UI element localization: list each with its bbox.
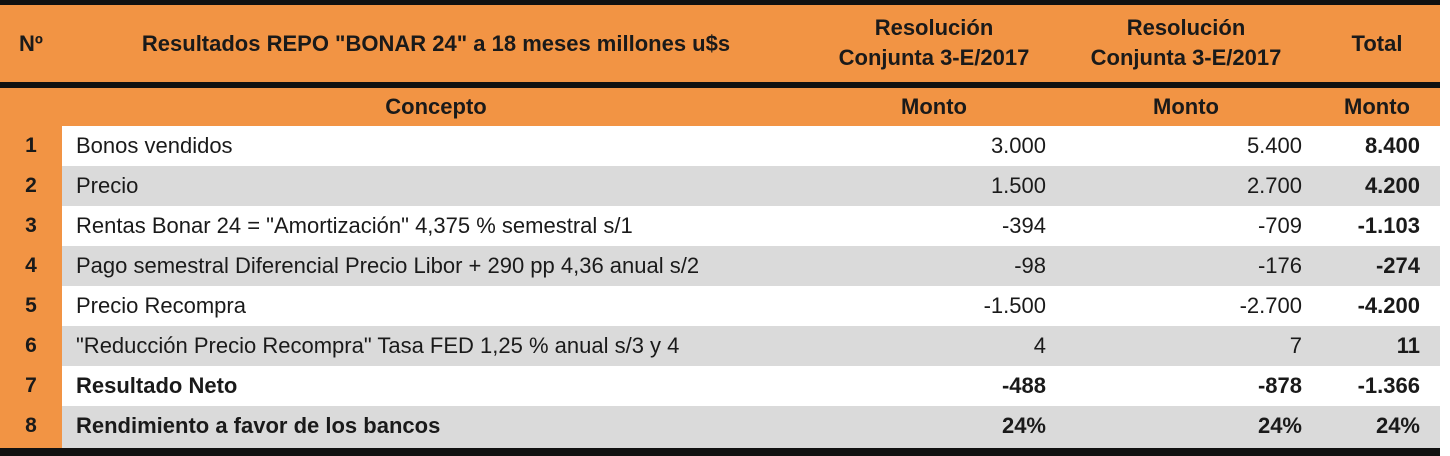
- row-monto-1: -488: [1001, 373, 1046, 398]
- row-monto-2: -176: [1257, 253, 1302, 278]
- header-num: Nº: [19, 31, 43, 56]
- table-row: Precio 1.500 2.700 4.200: [62, 166, 1440, 206]
- row-total: 4.200: [1364, 173, 1420, 198]
- subheader-monto-1: Monto: [901, 94, 967, 119]
- subheader-concepto: Concepto: [385, 94, 487, 119]
- row-number: 7: [25, 374, 37, 397]
- row-concepto: Pago semestral Diferencial Precio Libor …: [76, 253, 700, 278]
- row-number: 6: [25, 334, 37, 357]
- row-total: -4.200: [1357, 293, 1420, 318]
- row-monto-1: 3.000: [990, 133, 1046, 158]
- row-number: 3: [25, 214, 37, 237]
- row-concepto: Rendimiento a favor de los bancos: [76, 413, 441, 438]
- row-monto-1: 4: [1033, 333, 1046, 358]
- row-concepto: "Reducción Precio Recompra" Tasa FED 1,2…: [76, 333, 680, 358]
- header-title: Resultados REPO "BONAR 24" a 18 meses mi…: [141, 31, 731, 56]
- table-row: Precio Recompra -1.500 -2.700 -4.200: [62, 286, 1440, 326]
- row-monto-1: -98: [1014, 253, 1046, 278]
- row-concepto: Bonos vendidos: [76, 133, 233, 158]
- header-resolution-2-line1: Resolución: [1126, 15, 1246, 40]
- row-concepto: Resultado Neto: [76, 373, 238, 398]
- table-row: Rendimiento a favor de los bancos 24% 24…: [62, 406, 1440, 448]
- subheader-monto-2: Monto: [1153, 94, 1219, 119]
- row-monto-2: 2.700: [1246, 173, 1302, 198]
- row-concepto: Precio: [76, 173, 139, 198]
- table-row: Pago semestral Diferencial Precio Libor …: [62, 246, 1440, 286]
- row-total: 11: [1396, 333, 1420, 358]
- row-total: -274: [1375, 253, 1420, 278]
- subheader-monto-total: Monto: [1344, 94, 1410, 119]
- row-monto-2: -878: [1257, 373, 1302, 398]
- bottom-border: [0, 448, 1440, 456]
- header-resolution-2-line2: Conjunta 3-E/2017: [1090, 45, 1282, 70]
- subheader-row: Concepto Monto Monto Monto: [62, 88, 1440, 126]
- row-concepto: Precio Recompra: [76, 293, 246, 318]
- row-total: 24%: [1375, 413, 1420, 438]
- row-number: 5: [25, 294, 37, 317]
- table-header: Nº Resultados REPO "BONAR 24" a 18 meses…: [0, 5, 1440, 82]
- row-monto-2: -2.700: [1239, 293, 1302, 318]
- row-monto-1: 24%: [1001, 413, 1046, 438]
- row-total: 8.400: [1364, 133, 1420, 158]
- table-row: Rentas Bonar 24 = "Amortización" 4,375 %…: [62, 206, 1440, 246]
- table-row: Resultado Neto -488 -878 -1.366: [62, 366, 1440, 406]
- header-resolution-1-line1: Resolución: [874, 15, 994, 40]
- row-number: 8: [25, 414, 37, 437]
- row-number: 1: [25, 134, 37, 157]
- row-monto-1: 1.500: [990, 173, 1046, 198]
- row-number-column: [0, 88, 62, 448]
- header-total: Total: [1351, 31, 1403, 56]
- row-number: 2: [25, 174, 37, 197]
- row-monto-2: 24%: [1257, 413, 1302, 438]
- row-number: 4: [25, 254, 37, 277]
- top-border: [0, 0, 1440, 5]
- header-separator: [0, 82, 1440, 88]
- row-monto-1: -394: [1001, 213, 1046, 238]
- header-resolution-2: Resolución Conjunta 3-E/2017: [1058, 13, 1314, 73]
- row-total: -1.366: [1357, 373, 1420, 398]
- table-row: Bonos vendidos 3.000 5.400 8.400: [62, 126, 1440, 166]
- header-resolution-1: Resolución Conjunta 3-E/2017: [810, 13, 1058, 73]
- row-monto-1: -1.500: [983, 293, 1046, 318]
- row-total: -1.103: [1357, 213, 1420, 238]
- row-monto-2: 7: [1289, 333, 1302, 358]
- row-monto-2: -709: [1257, 213, 1302, 238]
- row-monto-2: 5.400: [1246, 133, 1302, 158]
- row-concepto: Rentas Bonar 24 = "Amortización" 4,375 %…: [76, 213, 633, 238]
- header-resolution-1-line2: Conjunta 3-E/2017: [838, 45, 1030, 70]
- table-row: "Reducción Precio Recompra" Tasa FED 1,2…: [62, 326, 1440, 366]
